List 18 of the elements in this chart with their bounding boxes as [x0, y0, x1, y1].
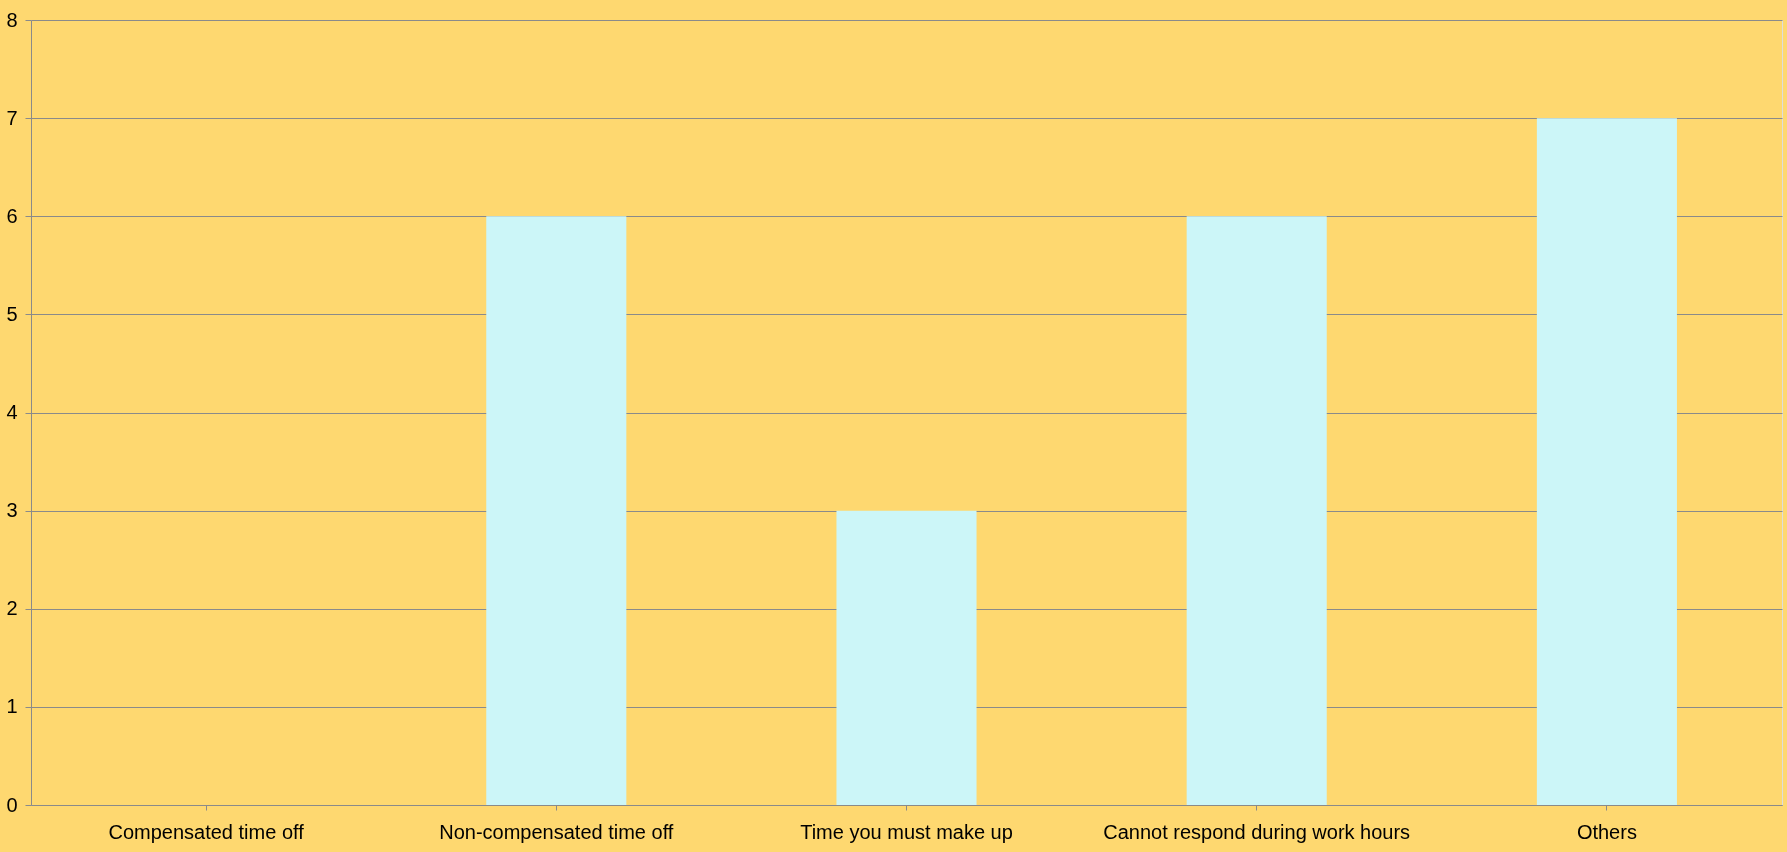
y-tick-label: 8: [6, 8, 18, 31]
y-tick-label: 2: [6, 597, 18, 620]
bar: [1536, 118, 1677, 805]
y-tick-label: 5: [6, 302, 18, 325]
bar: [1186, 216, 1327, 805]
y-tick-label: 1: [6, 695, 18, 718]
x-tick-label: Others: [1576, 820, 1637, 843]
y-tick-label: 0: [6, 793, 18, 816]
bar: [486, 216, 627, 805]
bar: [836, 510, 977, 805]
y-tick-label: 6: [6, 204, 18, 227]
x-tick-label: Non-compensated time off: [439, 820, 674, 843]
x-tick-label: Compensated time off: [108, 820, 305, 843]
y-tick-label: 7: [6, 106, 18, 129]
y-tick-label: 3: [6, 499, 18, 522]
x-tick-label: Time you must make up: [800, 820, 1013, 843]
y-tick-label: 4: [6, 401, 18, 423]
x-tick-label: Cannot respond during work hours: [1103, 820, 1411, 843]
